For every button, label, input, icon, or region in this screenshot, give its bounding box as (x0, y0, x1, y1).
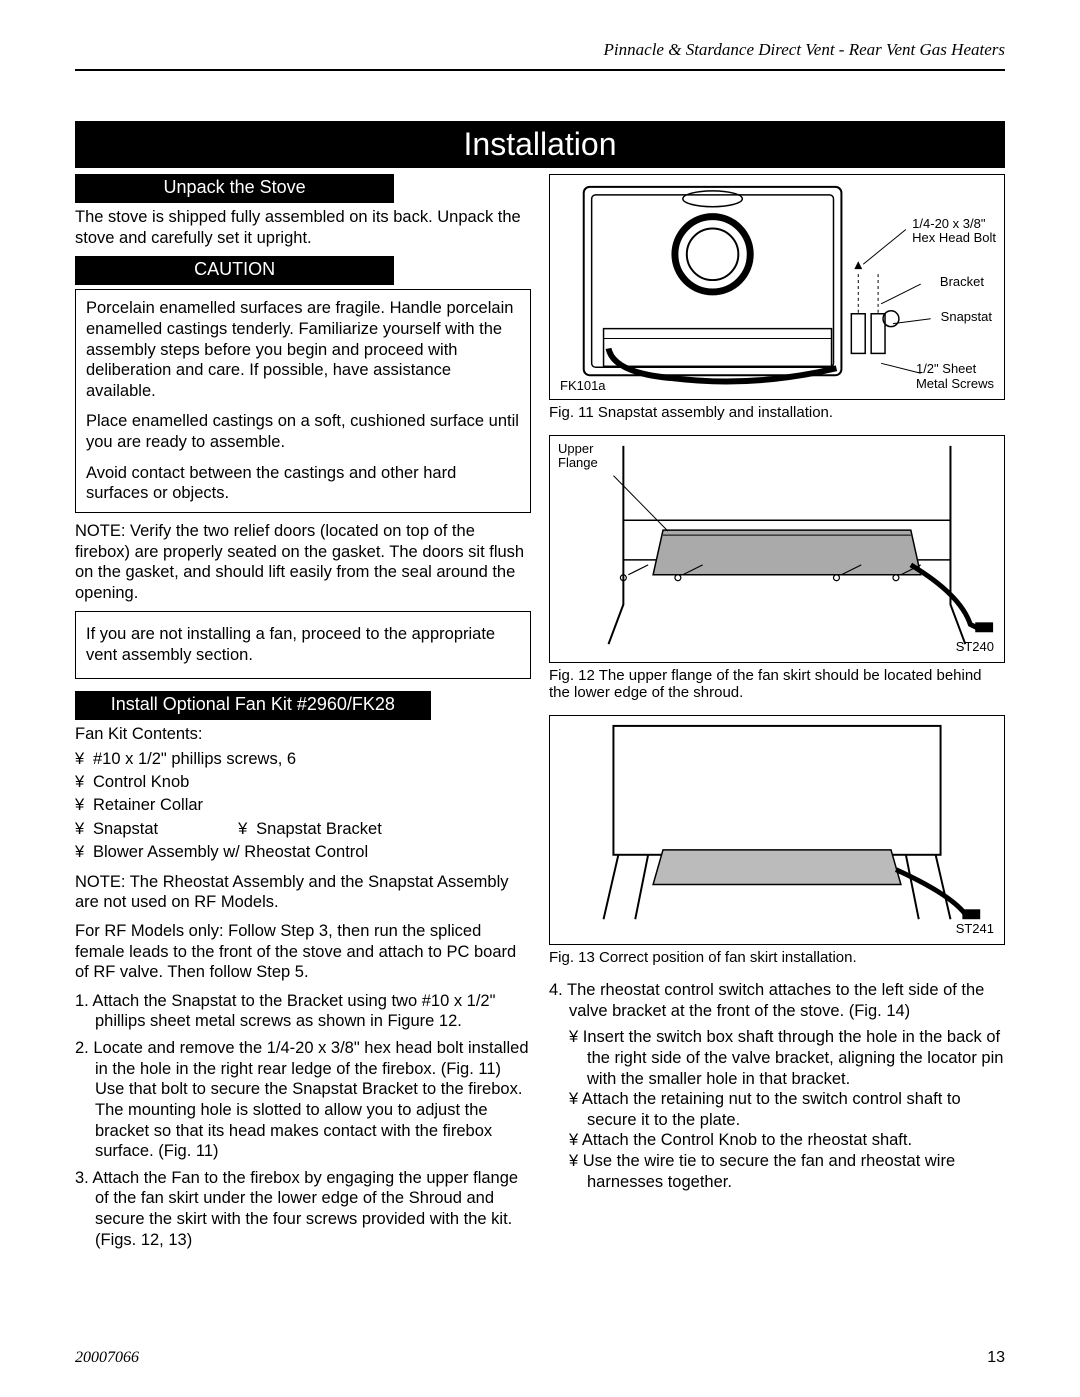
left-column: Unpack the Stove The stove is shipped fu… (75, 174, 531, 1256)
step4-sub-b: ¥ Attach the retaining nut to the switch… (549, 1089, 1005, 1130)
fig13-code: ST241 (956, 922, 994, 936)
caution-title: CAUTION (75, 256, 394, 285)
product-line: Pinnacle & Stardance Direct Vent - Rear … (604, 40, 1005, 59)
intro-text: The stove is shipped fully assembled on … (75, 207, 531, 248)
list-item: #10 x 1/2" phillips screws, 6 (75, 748, 531, 771)
header-rule (75, 69, 1005, 71)
fig11-bolt-label: 1/4-20 x 3/8" Hex Head Bolt (912, 217, 996, 246)
figure-13: ST241 (549, 715, 1005, 945)
step-2: 2. Locate and remove the 1/4-20 x 3/8" h… (75, 1038, 531, 1162)
right-column: 1/4-20 x 3/8" Hex Head Bolt Bracket Snap… (549, 174, 1005, 1256)
fan-note-box: If you are not installing a fan, proceed… (75, 611, 531, 678)
step4-sub-a: ¥ Insert the switch box shaft through th… (549, 1027, 1005, 1089)
caution-p3: Avoid contact between the castings and o… (86, 463, 520, 504)
main-title: Installation (75, 121, 1005, 168)
fig11-screws-label: 1/2" Sheet Metal Screws (916, 362, 994, 391)
page-number: 13 (987, 1349, 1005, 1367)
page-footer: 20007066 13 (75, 1349, 1005, 1367)
fig12-svg (550, 436, 1004, 662)
fig13-svg (550, 716, 1004, 944)
fig12-flange-label: Upper Flange (558, 442, 598, 471)
content-columns: Unpack the Stove The stove is shipped fu… (75, 174, 1005, 1256)
section-fankit-title: Install Optional Fan Kit #2960/FK28 (75, 691, 431, 720)
doc-number: 20007066 (75, 1349, 139, 1367)
list-item: Retainer Collar (75, 794, 531, 817)
fig11-caption: Fig. 11 Snapstat assembly and installati… (549, 404, 1005, 421)
step4-sub-c: ¥ Attach the Control Knob to the rheosta… (549, 1130, 1005, 1151)
step4-sub-d: ¥ Use the wire tie to secure the fan and… (549, 1151, 1005, 1192)
fig11-code: FK101a (560, 379, 606, 393)
kit-list: #10 x 1/2" phillips screws, 6 Control Kn… (75, 748, 531, 863)
kit-label: Fan Kit Contents: (75, 724, 531, 745)
figure-12: Upper Flange ST240 (549, 435, 1005, 663)
fan-note-text: If you are not installing a fan, proceed… (86, 624, 520, 665)
list-item: Snapstat Bracket (238, 818, 382, 841)
page-header: Pinnacle & Stardance Direct Vent - Rear … (75, 40, 1005, 66)
fig12-code: ST240 (956, 640, 994, 654)
caution-box: Porcelain enamelled surfaces are fragile… (75, 289, 531, 513)
list-item: Control Knob (75, 771, 531, 794)
caution-p2: Place enamelled castings on a soft, cush… (86, 411, 520, 452)
fig11-snapstat-label: Snapstat (941, 310, 992, 324)
step-3: 3. Attach the Fan to the firebox by enga… (75, 1168, 531, 1251)
step-4: 4. The rheostat control switch attaches … (549, 980, 1005, 1021)
rf-note: For RF Models only: Follow Step 3, then … (75, 921, 531, 983)
list-item: Blower Assembly w/ Rheostat Control (75, 841, 531, 864)
list-item: Snapstat (75, 818, 158, 841)
caution-p1: Porcelain enamelled surfaces are fragile… (86, 298, 520, 401)
note-verify: NOTE: Verify the two relief doors (locat… (75, 521, 531, 604)
step-1: 1. Attach the Snapstat to the Bracket us… (75, 991, 531, 1032)
fig13-caption: Fig. 13 Correct position of fan skirt in… (549, 949, 1005, 966)
note-rheostat: NOTE: The Rheostat Assembly and the Snap… (75, 872, 531, 913)
figure-11: 1/4-20 x 3/8" Hex Head Bolt Bracket Snap… (549, 174, 1005, 400)
section-unpack-title: Unpack the Stove (75, 174, 394, 203)
fig12-caption: Fig. 12 The upper flange of the fan skir… (549, 667, 1005, 701)
fig11-bracket-label: Bracket (940, 275, 984, 289)
